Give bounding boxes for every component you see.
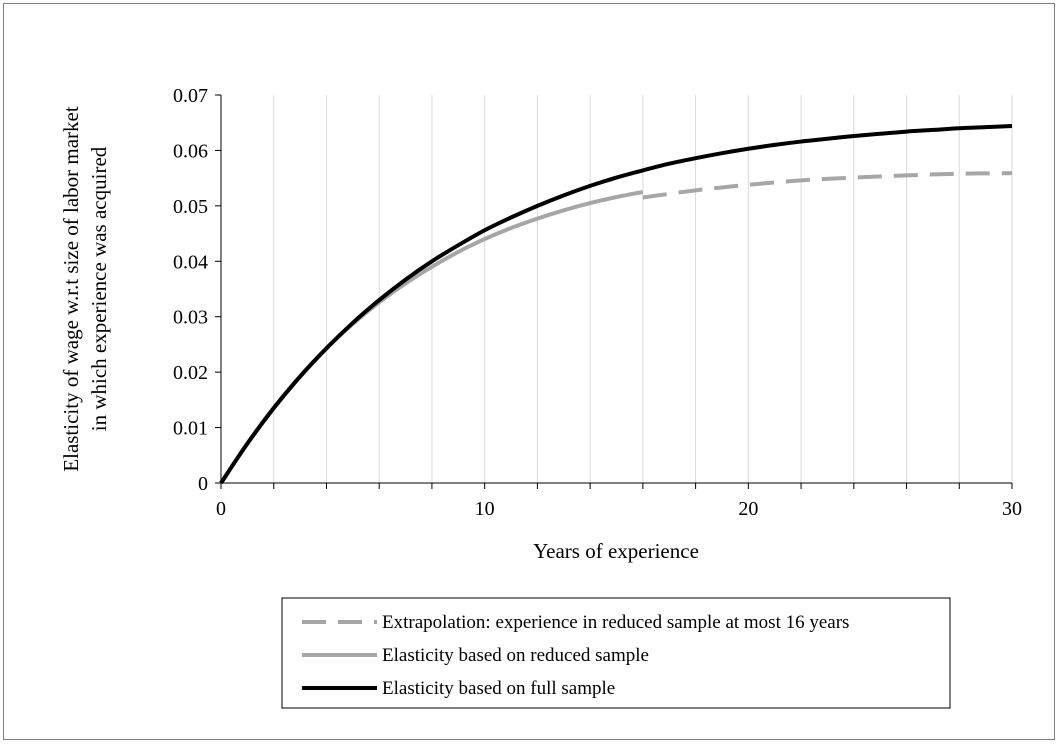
x-axis-title: Years of experience	[533, 539, 699, 563]
x-tick-label: 0	[216, 498, 226, 520]
y-tick-label: 0	[198, 473, 208, 495]
x-tick-label: 30	[1002, 498, 1022, 520]
tick-labels: 0 10 20 30 0 0.01 0.02 0.03 0.04 0.05 0.06 0.07	[173, 85, 1022, 520]
grid-lines	[273, 95, 1013, 483]
full-sample-line	[219, 124, 1013, 485]
y-tick-label: 0.05	[173, 196, 208, 218]
legend-box	[281, 597, 951, 709]
y-tick-label: 0.07	[173, 85, 208, 107]
y-tick-label: 0.04	[173, 251, 208, 273]
y-tick-label: 0.02	[173, 362, 208, 384]
chart-frame	[3, 3, 1055, 740]
y-axis-title: Elasticity of wage w.r.t size of labor m…	[59, 106, 111, 472]
y-axis-title-line-2: in which experience was acquired	[87, 146, 111, 431]
legend-label: Elasticity based on full sample	[382, 678, 615, 699]
y-tick-label: 0.01	[173, 418, 208, 440]
axes	[215, 94, 1013, 489]
legend-label: Elasticity based on reduced sample	[382, 645, 649, 666]
y-tick-label: 0.03	[173, 307, 208, 329]
x-tick-label: 20	[738, 498, 758, 520]
y-tick-label: 0.06	[173, 140, 208, 162]
x-tick-label: 10	[475, 498, 495, 520]
legend-label: Extrapolation: experience in reduced sam…	[382, 612, 849, 633]
legend-entries: Extrapolation: experience in reduced sam…	[302, 612, 849, 699]
legend: Extrapolation: experience in reduced sam…	[281, 597, 951, 709]
y-axis-title-line-1: Elasticity of wage w.r.t size of labor m…	[59, 106, 83, 472]
series-lines	[219, 124, 1013, 485]
extrapolation-dashed-line	[642, 171, 1013, 200]
